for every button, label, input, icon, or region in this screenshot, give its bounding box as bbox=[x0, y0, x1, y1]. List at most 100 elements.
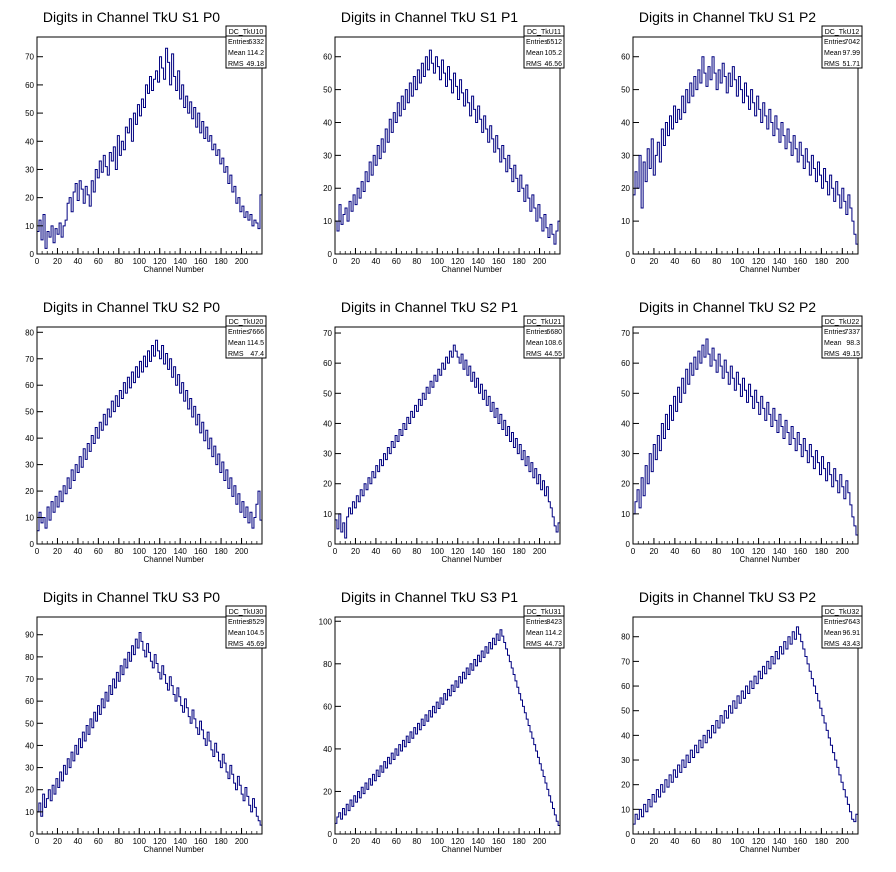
x-tick-label: 100 bbox=[133, 837, 147, 846]
stats-box bbox=[225, 25, 267, 69]
histogram-series-line bbox=[632, 626, 859, 834]
chart-title: Digits in Channel TkU S3 P1 bbox=[341, 589, 518, 605]
x-axis-label: Channel Number bbox=[144, 555, 205, 564]
stats-value: 114.2 bbox=[545, 630, 562, 637]
stats-value: 49.18 bbox=[246, 61, 264, 68]
histogram-series-line bbox=[632, 56, 859, 254]
x-tick-label: 80 bbox=[412, 837, 421, 846]
x-tick-label: 200 bbox=[235, 837, 249, 846]
stats-box bbox=[821, 315, 863, 359]
y-tick-label: 40 bbox=[25, 741, 34, 750]
stats-name: DC_TkU20 bbox=[229, 319, 264, 326]
chart-title: Digits in Channel TkU S1 P1 bbox=[341, 9, 518, 25]
stats-label: Mean bbox=[228, 340, 246, 347]
stats-label: Entries bbox=[824, 329, 846, 336]
y-tick-label: 0 bbox=[328, 830, 333, 839]
stats-value: 104.5 bbox=[246, 630, 264, 637]
x-tick-label: 200 bbox=[533, 547, 547, 556]
x-tick-label: 0 bbox=[35, 257, 40, 266]
histogram-svg: Digits in Channel TkU S2 P20 20 40 60 80 100 1… bbox=[621, 299, 863, 564]
x-tick-label: 140 bbox=[174, 837, 188, 846]
histogram-series-line bbox=[334, 344, 561, 544]
x-tick-label: 180 bbox=[815, 257, 829, 266]
x-tick-label: 100 bbox=[731, 837, 745, 846]
y-tick-label: 30 bbox=[25, 165, 34, 174]
stats-value: 97.99 bbox=[842, 50, 860, 57]
x-tick-label: 40 bbox=[670, 547, 679, 556]
histogram-panel: Digits in Channel TkU S2 P0 0 20 40 60 80 100 1… bbox=[0, 290, 298, 580]
histogram-series-line bbox=[36, 632, 263, 834]
x-tick-label: 40 bbox=[371, 547, 380, 556]
x-tick-label: 40 bbox=[371, 257, 380, 266]
y-tick-label: 70 bbox=[25, 53, 34, 62]
y-tick-label: 40 bbox=[621, 118, 630, 127]
stats-label: RMS bbox=[228, 351, 244, 358]
y-tick-label: 60 bbox=[323, 359, 332, 368]
stats-name: DC_TkU22 bbox=[825, 319, 860, 326]
x-tick-label: 140 bbox=[472, 837, 486, 846]
y-tick-label: 10 bbox=[621, 510, 630, 519]
x-tick-label: 140 bbox=[773, 257, 787, 266]
stats-box bbox=[821, 605, 863, 649]
histogram-series-line bbox=[334, 49, 561, 254]
y-tick-label: 60 bbox=[25, 81, 34, 90]
stats-box bbox=[225, 605, 267, 649]
y-tick-label: 70 bbox=[25, 675, 34, 684]
chart-title: Digits in Channel TkU S3 P2 bbox=[639, 589, 816, 605]
y-tick-label: 30 bbox=[323, 450, 332, 459]
histogram-svg: Digits in Channel TkU S2 P00 20 40 60 80 100 1… bbox=[25, 299, 267, 564]
x-tick-label: 80 bbox=[712, 547, 721, 556]
stats-box bbox=[821, 25, 863, 69]
plot-frame bbox=[632, 616, 859, 835]
x-tick-label: 120 bbox=[451, 837, 465, 846]
x-tick-label: 20 bbox=[351, 837, 360, 846]
y-tick-label: 10 bbox=[323, 217, 332, 226]
x-tick-label: 160 bbox=[794, 837, 808, 846]
y-tick-label: 60 bbox=[25, 381, 34, 390]
x-tick-label: 160 bbox=[794, 257, 808, 266]
x-tick-label: 80 bbox=[114, 547, 123, 556]
stats-label: Mean bbox=[228, 630, 246, 637]
histogram-series-line bbox=[36, 339, 263, 544]
x-tick-label: 100 bbox=[431, 547, 445, 556]
histogram-svg: Digits in Channel TkU S1 P20 20 40 60 80 100 1… bbox=[621, 9, 863, 274]
x-tick-label: 180 bbox=[815, 547, 829, 556]
stats-value: 7042 bbox=[844, 39, 860, 46]
x-tick-label: 60 bbox=[392, 257, 401, 266]
x-tick-label: 160 bbox=[194, 837, 208, 846]
y-tick-label: 40 bbox=[323, 419, 332, 428]
stats-label: Entries bbox=[526, 39, 548, 46]
x-tick-label: 120 bbox=[752, 547, 766, 556]
y-tick-label: 50 bbox=[25, 408, 34, 417]
y-tick-label: 30 bbox=[25, 461, 34, 470]
histogram-panel: Digits in Channel TkU S3 P0 0 20 40 60 80 100 1… bbox=[0, 580, 298, 870]
x-tick-label: 160 bbox=[492, 257, 506, 266]
y-tick-label: 0 bbox=[626, 830, 631, 839]
x-tick-label: 60 bbox=[94, 837, 103, 846]
stats-value: 7643 bbox=[844, 619, 860, 626]
y-tick-label: 60 bbox=[621, 682, 630, 691]
y-tick-label: 50 bbox=[25, 719, 34, 728]
x-tick-label: 200 bbox=[533, 257, 547, 266]
histogram-series-line bbox=[334, 629, 561, 834]
y-tick-label: 60 bbox=[621, 359, 630, 368]
x-tick-label: 0 bbox=[333, 547, 338, 556]
x-tick-label: 60 bbox=[691, 547, 700, 556]
y-tick-label: 80 bbox=[323, 660, 332, 669]
stats-label: Mean bbox=[824, 50, 842, 57]
y-tick-label: 30 bbox=[621, 151, 630, 160]
stats-value: 6680 bbox=[546, 329, 562, 336]
y-tick-label: 30 bbox=[323, 151, 332, 160]
stats-value: 44.55 bbox=[544, 351, 562, 358]
y-tick-label: 20 bbox=[621, 781, 630, 790]
x-tick-label: 60 bbox=[94, 547, 103, 556]
y-tick-label: 70 bbox=[25, 355, 34, 364]
stats-value: 45.69 bbox=[246, 641, 264, 648]
y-tick-label: 20 bbox=[323, 480, 332, 489]
x-tick-label: 40 bbox=[371, 837, 380, 846]
histogram-panel: Digits in Channel TkU S1 P2 0 20 40 60 80 100 1… bbox=[596, 0, 894, 290]
y-tick-label: 50 bbox=[323, 389, 332, 398]
x-tick-label: 200 bbox=[235, 547, 249, 556]
y-tick-label: 60 bbox=[25, 697, 34, 706]
